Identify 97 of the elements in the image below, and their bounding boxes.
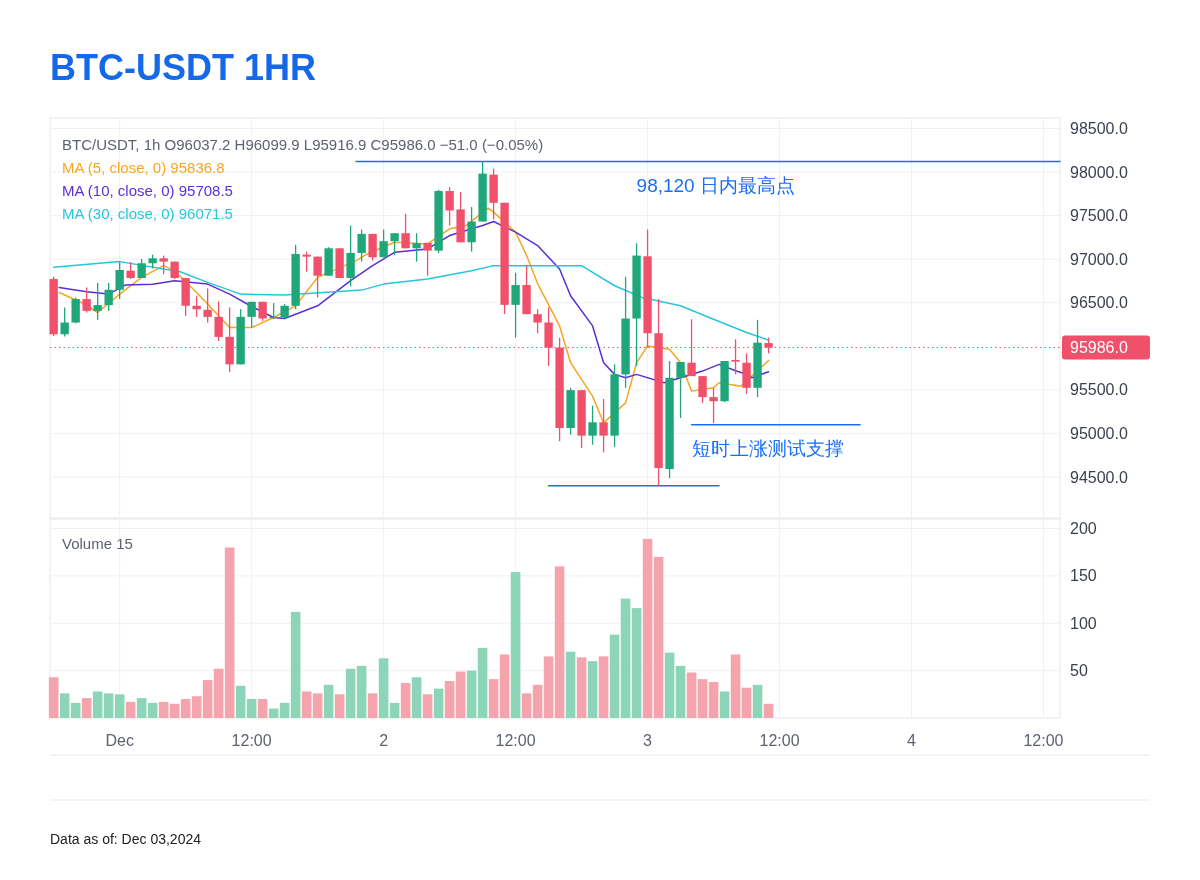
bar [510, 572, 521, 718]
bar [763, 703, 774, 718]
text: Data as of: Dec 03,2024 [50, 831, 202, 847]
bar [686, 672, 697, 718]
bar [279, 702, 290, 718]
bar [499, 654, 510, 718]
y-tick-label: 98500.0 [1070, 119, 1128, 137]
y-tick-label: 95500.0 [1070, 381, 1128, 399]
bar [235, 685, 246, 718]
bar [433, 688, 444, 718]
bar [455, 671, 466, 718]
bar [312, 693, 323, 718]
bar [389, 702, 400, 718]
bar [697, 679, 708, 718]
bar [114, 694, 125, 718]
bar [202, 680, 213, 718]
bar [730, 654, 741, 718]
x-tick-label: Dec [105, 732, 134, 749]
bar [81, 698, 92, 718]
bar [103, 693, 114, 718]
bar [147, 702, 158, 718]
bar [301, 691, 312, 718]
bar [213, 668, 224, 718]
y-tick-label: 150 [1070, 567, 1097, 585]
bar [532, 684, 543, 718]
bar [356, 665, 367, 718]
text: MA (5, close, 0) 95836.8 [62, 159, 225, 176]
bar [708, 681, 719, 718]
bar [653, 556, 664, 718]
line-series [52, 260, 770, 341]
y-tick-label: 98000.0 [1070, 163, 1128, 181]
annotation: 短时上涨测试支撑 [691, 437, 844, 459]
bar [334, 694, 345, 718]
x-tick-label: 12:00 [495, 732, 536, 749]
y-tick-label: 100 [1070, 614, 1097, 632]
bar [466, 670, 477, 718]
bar [565, 651, 576, 718]
bar [92, 691, 103, 718]
bar [345, 668, 356, 718]
bar [741, 687, 752, 718]
bar [598, 656, 609, 718]
bar [521, 693, 532, 718]
chart-title: BTC-USDT 1HR [50, 47, 316, 88]
bar [323, 684, 334, 718]
annotation: 98,120 日内最高点 [636, 174, 795, 196]
text: Volume 15 [62, 535, 133, 552]
bar [48, 677, 59, 718]
x-tick-label: 3 [643, 732, 653, 749]
bar [290, 611, 301, 718]
x-tick-label: 2 [379, 732, 389, 749]
bar [59, 693, 70, 718]
x-tick-label: 12:00 [759, 732, 800, 749]
bar [191, 696, 202, 718]
bar [180, 699, 191, 718]
bar [675, 665, 686, 718]
bar [576, 657, 587, 718]
y-tick-label: 50 [1070, 662, 1088, 680]
x-tick-label: 12:00 [1023, 732, 1064, 749]
x-tick-label: 4 [907, 732, 917, 749]
bar [587, 661, 598, 718]
bar [631, 608, 642, 718]
y-tick-label: 95000.0 [1070, 424, 1128, 442]
bar [246, 699, 257, 718]
bar [411, 677, 422, 718]
y-tick-label: 200 [1070, 519, 1097, 537]
bar [620, 598, 631, 718]
bar [609, 634, 620, 718]
text: MA (10, close, 0) 95708.5 [62, 182, 233, 199]
ref-line-label: 95986.0 [1070, 339, 1128, 357]
bar [488, 679, 499, 718]
bar [70, 702, 81, 718]
bar [752, 684, 763, 718]
text: BTC/USDT, 1h O96037.2 H96099.9 L95916.9 C95986.0 −51.0 (−0.05%) [62, 136, 544, 153]
bar [367, 693, 378, 718]
text: MA (30, close, 0) 96071.5 [62, 205, 233, 222]
bar [158, 701, 169, 718]
y-tick-label: 97500.0 [1070, 207, 1128, 225]
y-tick-label: 97000.0 [1070, 250, 1128, 268]
bar [554, 566, 565, 718]
x-tick-label: 12:00 [231, 732, 272, 749]
bar [422, 694, 433, 718]
bar [543, 656, 554, 718]
bar [477, 647, 488, 718]
bar [224, 547, 235, 718]
bar [169, 703, 180, 718]
bar [719, 691, 730, 718]
bar [642, 538, 653, 718]
bar [136, 698, 147, 718]
bar [664, 652, 675, 718]
y-tick-label: 96500.0 [1070, 294, 1128, 312]
bar [125, 701, 136, 718]
bar [400, 682, 411, 718]
bar [257, 699, 268, 718]
bar [378, 658, 389, 718]
y-tick-label: 94500.0 [1070, 468, 1128, 486]
line-series [58, 220, 770, 384]
bar [444, 681, 455, 718]
